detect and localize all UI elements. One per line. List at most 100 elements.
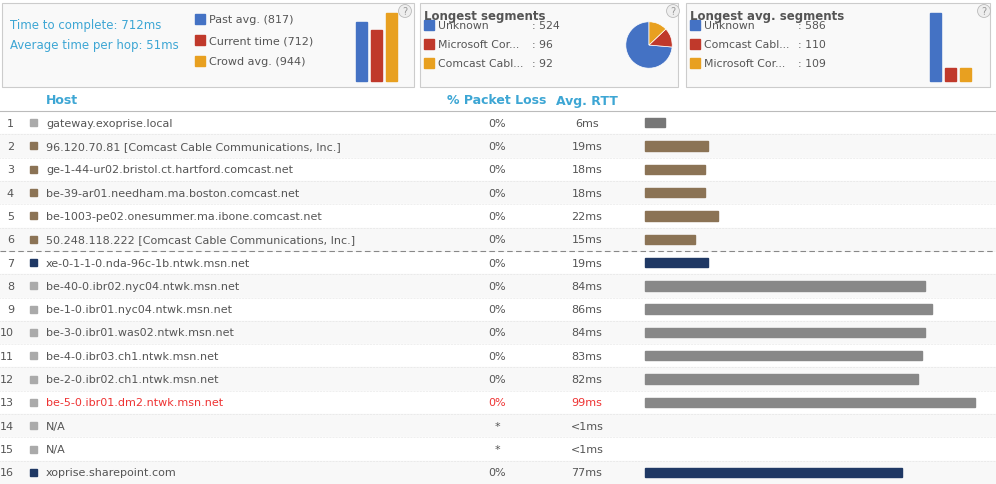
Text: Unknown: Unknown: [704, 21, 755, 31]
Bar: [30, 213, 37, 220]
Bar: [0, 321, 996, 345]
Bar: [0, 461, 996, 484]
Text: 13: 13: [0, 397, 14, 408]
Text: ?: ?: [981, 7, 987, 17]
Text: : 586: : 586: [798, 21, 826, 31]
Bar: [0, 438, 996, 461]
Text: 2: 2: [7, 142, 14, 151]
Text: 4: 4: [7, 188, 14, 198]
Text: : 109: : 109: [798, 59, 826, 69]
Bar: [371, 30, 382, 82]
Text: gateway.exoprise.local: gateway.exoprise.local: [46, 119, 172, 128]
Bar: [0, 298, 996, 321]
Bar: [645, 351, 921, 361]
Text: be-2-0.ibr02.ch1.ntwk.msn.net: be-2-0.ibr02.ch1.ntwk.msn.net: [46, 374, 218, 384]
Text: Time to complete: 712ms: Time to complete: 712ms: [10, 19, 161, 32]
Text: 86ms: 86ms: [572, 304, 603, 315]
Text: 9: 9: [7, 304, 14, 315]
Bar: [645, 468, 901, 477]
Bar: [686, 4, 990, 88]
Bar: [690, 40, 700, 50]
Bar: [960, 69, 971, 82]
Bar: [30, 143, 37, 150]
Text: be-4-0.ibr03.ch1.ntwk.msn.net: be-4-0.ibr03.ch1.ntwk.msn.net: [46, 351, 218, 361]
Text: 22ms: 22ms: [572, 212, 603, 222]
Text: Longest segments: Longest segments: [424, 10, 546, 23]
Bar: [30, 283, 37, 290]
Text: Crowd avg. (944): Crowd avg. (944): [209, 57, 306, 67]
Bar: [645, 328, 925, 337]
Bar: [30, 120, 37, 127]
Text: 0%: 0%: [488, 142, 506, 151]
Bar: [386, 14, 397, 82]
Text: 0%: 0%: [488, 165, 506, 175]
Text: 0%: 0%: [488, 374, 506, 384]
Bar: [0, 205, 996, 228]
Text: be-1003-pe02.onesummer.ma.ibone.comcast.net: be-1003-pe02.onesummer.ma.ibone.comcast.…: [46, 212, 322, 222]
Text: 84ms: 84ms: [572, 328, 603, 338]
Text: be-1-0.ibr01.nyc04.ntwk.msn.net: be-1-0.ibr01.nyc04.ntwk.msn.net: [46, 304, 232, 315]
Bar: [930, 14, 941, 82]
Text: 96.120.70.81 [Comcast Cable Communications, Inc.]: 96.120.70.81 [Comcast Cable Communicatio…: [46, 142, 341, 151]
Bar: [645, 142, 708, 151]
Bar: [195, 57, 205, 67]
Text: be-40-0.ibr02.nyc04.ntwk.msn.net: be-40-0.ibr02.nyc04.ntwk.msn.net: [46, 281, 239, 291]
Bar: [645, 165, 705, 175]
Bar: [30, 376, 37, 383]
Bar: [645, 235, 695, 244]
Text: be-5-0.ibr01.dm2.ntwk.msn.net: be-5-0.ibr01.dm2.ntwk.msn.net: [46, 397, 223, 408]
Bar: [30, 329, 37, 336]
Text: Current time (712): Current time (712): [209, 36, 314, 46]
Bar: [645, 189, 705, 198]
Text: 99ms: 99ms: [572, 397, 603, 408]
Text: <1ms: <1ms: [571, 444, 604, 454]
Text: Host: Host: [46, 94, 78, 107]
Text: : 524: : 524: [532, 21, 560, 31]
Text: 0%: 0%: [488, 258, 506, 268]
Bar: [645, 282, 925, 291]
Bar: [30, 190, 37, 197]
Bar: [424, 21, 434, 31]
Bar: [0, 182, 996, 205]
Text: 18ms: 18ms: [572, 188, 603, 198]
Text: 7: 7: [7, 258, 14, 268]
Text: 50.248.118.222 [Comcast Cable Communications, Inc.]: 50.248.118.222 [Comcast Cable Communicat…: [46, 235, 356, 245]
Text: % Packet Loss: % Packet Loss: [447, 94, 547, 107]
Bar: [690, 21, 700, 31]
Text: <1ms: <1ms: [571, 421, 604, 431]
Text: Avg. RTT: Avg. RTT: [556, 94, 618, 107]
Bar: [690, 59, 700, 69]
Text: be-39-ar01.needham.ma.boston.comcast.net: be-39-ar01.needham.ma.boston.comcast.net: [46, 188, 299, 198]
Text: : 96: : 96: [532, 40, 553, 50]
Text: Past avg. (817): Past avg. (817): [209, 15, 294, 25]
Text: 1: 1: [7, 119, 14, 128]
Text: 10: 10: [0, 328, 14, 338]
Bar: [0, 135, 996, 158]
Text: 77ms: 77ms: [572, 468, 603, 477]
Text: Comcast Cabl...: Comcast Cabl...: [438, 59, 523, 69]
Bar: [645, 258, 708, 268]
Bar: [0, 368, 996, 391]
Wedge shape: [625, 23, 672, 69]
Text: 0%: 0%: [488, 212, 506, 222]
Bar: [195, 15, 205, 25]
Text: 83ms: 83ms: [572, 351, 603, 361]
Text: 0%: 0%: [488, 304, 506, 315]
Text: 0%: 0%: [488, 351, 506, 361]
Text: 0%: 0%: [488, 119, 506, 128]
Bar: [0, 391, 996, 414]
Text: *: *: [494, 444, 500, 454]
Bar: [645, 398, 975, 407]
Text: Microsoft Cor...: Microsoft Cor...: [704, 59, 785, 69]
Text: : 92: : 92: [532, 59, 553, 69]
Bar: [645, 305, 931, 314]
Text: ?: ?: [402, 7, 407, 17]
Bar: [0, 274, 996, 298]
Text: Average time per hop: 51ms: Average time per hop: 51ms: [10, 39, 178, 52]
Text: 0%: 0%: [488, 328, 506, 338]
Bar: [30, 306, 37, 313]
Text: 3: 3: [7, 165, 14, 175]
Bar: [645, 375, 918, 384]
Bar: [195, 36, 205, 46]
Text: Microsoft Cor...: Microsoft Cor...: [438, 40, 519, 50]
